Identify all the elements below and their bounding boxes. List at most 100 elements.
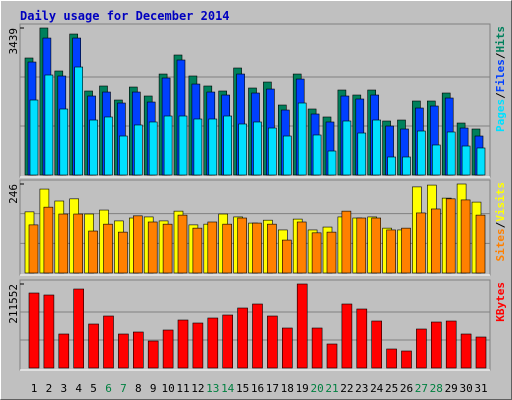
bar <box>296 283 308 369</box>
x-tick-label: 9 <box>150 382 157 395</box>
bar <box>74 66 83 176</box>
bar <box>162 223 173 274</box>
bar <box>356 308 368 369</box>
bar <box>445 320 457 369</box>
legend-entry: Sites <box>494 228 507 261</box>
bar <box>326 231 337 274</box>
bar <box>281 239 292 274</box>
bar <box>177 319 189 369</box>
bar <box>401 227 411 274</box>
bar <box>118 231 128 274</box>
x-tick-label: 12 <box>191 382 204 395</box>
bar <box>281 327 293 369</box>
bar <box>386 229 396 274</box>
x-tick-label: 19 <box>296 382 309 395</box>
bar <box>267 223 277 274</box>
bar <box>178 115 188 176</box>
x-tick-label: 11 <box>176 382 189 395</box>
x-tick-label: 31 <box>474 382 487 395</box>
x-tick-label: 28 <box>430 382 443 395</box>
bar <box>207 221 218 274</box>
x-tick-label: 16 <box>251 382 264 395</box>
bar <box>193 118 203 176</box>
bar <box>311 327 323 369</box>
bar <box>148 121 158 176</box>
bar <box>28 224 39 274</box>
legend-entry: Pages <box>494 99 507 132</box>
legend-separator: / <box>494 92 507 99</box>
bar <box>43 206 54 274</box>
bar <box>103 223 113 274</box>
bar <box>460 199 471 274</box>
x-tick-label: 18 <box>281 382 294 395</box>
bar <box>43 294 55 369</box>
y-tick-label: 246 <box>7 184 20 204</box>
bar <box>326 343 338 369</box>
bar <box>222 223 232 274</box>
x-tick-label: 10 <box>161 382 174 395</box>
bar <box>417 130 426 176</box>
legend: Sites/Visits <box>494 182 507 262</box>
x-tick-label: 4 <box>75 382 82 395</box>
bar <box>446 131 456 176</box>
bar <box>162 329 174 369</box>
bar <box>476 147 486 176</box>
x-tick-label: 6 <box>105 382 112 395</box>
x-tick-label: 2 <box>46 382 53 395</box>
bar <box>237 217 247 274</box>
x-tick-label: 27 <box>415 382 428 395</box>
bar <box>341 303 353 369</box>
x-tick-label: 7 <box>120 382 127 395</box>
bar <box>267 315 278 369</box>
x-tick-label: 30 <box>459 382 472 395</box>
legend-entry: Files <box>494 59 507 92</box>
bar <box>134 124 143 176</box>
bar <box>58 333 70 369</box>
bar <box>296 221 307 274</box>
bar <box>252 222 262 274</box>
x-tick-label: 8 <box>135 382 142 395</box>
bar <box>445 198 456 274</box>
bar <box>29 99 39 176</box>
x-tick-label: 17 <box>266 382 279 395</box>
bar <box>192 227 203 274</box>
bar <box>192 322 204 369</box>
bar <box>312 134 322 176</box>
bar <box>371 217 382 274</box>
bar <box>327 150 337 176</box>
legend-entry: Hits <box>494 26 507 53</box>
legend: KBytes <box>494 282 507 322</box>
x-tick-label: 25 <box>385 382 398 395</box>
bar <box>59 108 69 176</box>
chart-title: Daily usage for December 2014 <box>20 9 230 23</box>
x-tick-label: 29 <box>445 382 458 395</box>
x-tick-label: 20 <box>310 382 323 395</box>
bar <box>177 214 188 274</box>
bar <box>252 303 263 369</box>
bar <box>356 217 367 274</box>
x-tick-label: 15 <box>236 382 249 395</box>
bar <box>208 118 218 176</box>
x-tick-label: 21 <box>325 382 338 395</box>
bar <box>297 102 307 176</box>
bar <box>147 340 159 369</box>
bar <box>460 333 472 369</box>
bar <box>357 132 367 176</box>
legend-separator: / <box>494 221 507 228</box>
bar <box>147 221 158 274</box>
x-tick-label: 14 <box>221 382 235 395</box>
bar <box>268 127 277 176</box>
x-tick-label: 22 <box>340 382 353 395</box>
bar <box>222 314 233 369</box>
bar <box>223 115 232 176</box>
x-tick-label: 13 <box>206 382 219 395</box>
bar <box>371 320 383 369</box>
legend-entry: KBytes <box>494 282 507 322</box>
bar <box>431 144 441 176</box>
bar <box>207 317 219 369</box>
bar <box>28 292 40 369</box>
bar <box>133 331 144 369</box>
bar <box>402 156 411 176</box>
bar <box>401 350 412 369</box>
